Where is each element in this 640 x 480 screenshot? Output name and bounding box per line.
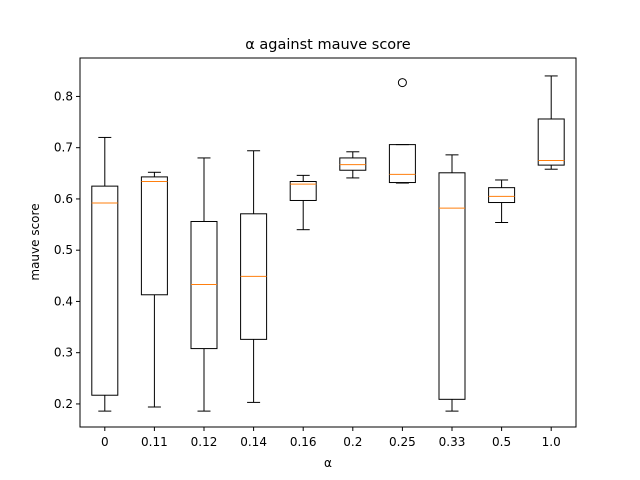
x-tick-label: 0.16 (290, 435, 317, 449)
box-iqr (91, 185, 119, 396)
box-iqr (289, 181, 317, 201)
box-group (240, 150, 268, 403)
x-axis: 0 0.11 0.12 0.14 0.16 0.2 0.25 0.33 0.5 1.0 (101, 427, 561, 449)
outlier-point (397, 78, 407, 88)
box-group (537, 75, 565, 170)
box-iqr (190, 220, 218, 350)
box-group (488, 179, 516, 224)
box-iqr (339, 157, 367, 171)
box-iqr (438, 172, 466, 400)
box-group (91, 136, 119, 412)
box-group (140, 171, 168, 408)
x-tick-label: 0 (101, 435, 109, 449)
y-tick-label: 0.6 (54, 192, 73, 206)
y-tick-label: 0.3 (54, 346, 73, 360)
plot-frame (79, 57, 577, 428)
x-tick-label: 0.11 (141, 435, 168, 449)
plot-area (91, 75, 565, 412)
y-axis: 0.2 0.3 0.4 0.5 0.6 0.7 0.8 (54, 89, 80, 411)
y-tick-label: 0.5 (54, 243, 73, 257)
chart-title: α against mauve score (245, 37, 411, 53)
box-group (190, 157, 218, 412)
box-iqr (537, 118, 565, 166)
y-tick-label: 0.7 (54, 141, 73, 155)
x-tick-label: 0.33 (439, 435, 466, 449)
box-group (438, 154, 466, 412)
x-tick-label: 1.0 (542, 435, 561, 449)
x-tick-label: 0.2 (343, 435, 362, 449)
y-tick-label: 0.4 (54, 294, 73, 308)
y-tick-label: 0.8 (54, 89, 73, 103)
y-axis-label: mauve score (28, 203, 42, 280)
box-iqr (488, 187, 516, 204)
box-iqr (140, 176, 168, 296)
box-iqr (388, 144, 416, 184)
x-tick-label: 0.14 (240, 435, 267, 449)
box-group (388, 78, 416, 184)
x-tick-label: 0.12 (191, 435, 218, 449)
y-tick-label: 0.2 (54, 397, 73, 411)
x-tick-label: 0.5 (492, 435, 511, 449)
x-axis-label: α (324, 456, 332, 470)
box-group (339, 151, 367, 179)
x-tick-label: 0.25 (389, 435, 416, 449)
box-group (289, 174, 317, 231)
